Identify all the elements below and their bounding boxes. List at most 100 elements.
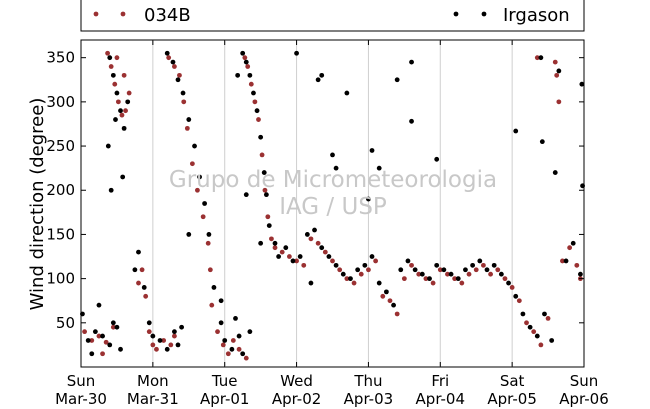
y-tick-label-4: 250	[46, 137, 75, 155]
point-034B-90	[552, 59, 558, 65]
point-irgason-98	[549, 338, 555, 343]
point-034B-24	[166, 55, 172, 61]
point-irgason-114	[556, 68, 562, 74]
x-tick-label-day-6: Sat	[500, 372, 525, 390]
point-irgason-99	[294, 50, 299, 56]
point-irgason-115	[563, 258, 569, 264]
point-irgason-62	[290, 258, 296, 264]
point-034B-15	[136, 280, 141, 286]
point-irgason-111	[538, 55, 544, 61]
x-tick-label-day-7: Sun	[570, 372, 599, 390]
point-irgason-12	[114, 90, 120, 96]
point-irgason-14	[121, 125, 127, 131]
x-tick-label-date-5: Apr-04	[416, 390, 466, 408]
legend-label-irgason: Irgason	[503, 5, 570, 26]
point-034B-81	[495, 267, 501, 273]
point-034B-7	[108, 64, 114, 69]
point-irgason-7	[110, 320, 116, 326]
point-irgason-95	[527, 324, 533, 330]
point-irgason-66	[319, 245, 325, 251]
point-irgason-86	[463, 267, 468, 273]
point-irgason-26	[164, 346, 170, 352]
point-irgason-16	[113, 117, 118, 122]
point-034B-0	[82, 329, 87, 335]
x-tick-label-date-0: Mar-30	[55, 390, 107, 408]
point-034B-3	[103, 339, 109, 345]
point-034B-17	[143, 293, 149, 299]
point-irgason-8	[89, 351, 95, 357]
point-irgason-108	[434, 156, 440, 162]
point-irgason-28	[175, 342, 181, 348]
point-irgason-48	[218, 298, 224, 304]
point-irgason-87	[470, 262, 476, 268]
point-034B-18	[146, 329, 152, 335]
point-034B-80	[488, 271, 493, 277]
point-irgason-24	[150, 333, 156, 339]
point-irgason-39	[186, 232, 192, 237]
point-irgason-100	[315, 77, 321, 83]
point-034B-51	[279, 249, 285, 255]
point-irgason-58	[235, 72, 241, 78]
point-irgason-13	[118, 108, 123, 114]
point-034B-9	[115, 99, 121, 105]
point-034B-65	[380, 293, 386, 299]
point-034B-5	[100, 351, 105, 357]
point-irgason-5	[114, 324, 120, 330]
y-tick-label-0: 50	[56, 314, 75, 332]
point-irgason-36	[197, 174, 202, 180]
point-034B-64	[373, 258, 379, 264]
point-034B-49	[269, 236, 274, 242]
point-irgason-102	[344, 90, 350, 96]
point-034B-26	[177, 72, 182, 78]
y-tick-label-5: 300	[46, 93, 75, 111]
point-irgason-70	[348, 276, 353, 282]
watermark-line-2: IAG / USP	[279, 194, 387, 220]
point-034B-75	[452, 276, 458, 282]
point-irgason-75	[383, 289, 389, 295]
point-034B-72	[430, 280, 436, 286]
point-irgason-35	[192, 143, 197, 149]
point-irgason-23	[146, 320, 152, 326]
point-034B-83	[509, 285, 515, 290]
point-irgason-81	[427, 276, 432, 282]
point-irgason-19	[105, 143, 111, 149]
point-irgason-49	[240, 50, 246, 56]
point-034B-35	[215, 329, 220, 335]
legend-marker-irgason-2	[481, 11, 487, 17]
point-034B-16	[139, 267, 145, 273]
legend-marker-034B-1	[93, 11, 99, 17]
point-irgason-55	[261, 170, 267, 175]
point-034B-42	[245, 64, 251, 69]
point-irgason-31	[170, 59, 176, 65]
series-irgason-points	[80, 50, 585, 357]
x-tick-label-day-4: Thu	[353, 372, 382, 390]
point-034B-52	[286, 254, 292, 259]
point-irgason-120	[243, 192, 249, 198]
x-tick-label-date-1: Mar-31	[127, 390, 179, 408]
point-034B-25	[172, 64, 177, 69]
point-irgason-71	[355, 267, 361, 273]
point-034B-45	[256, 117, 261, 122]
y-tick-label-3: 200	[46, 181, 75, 199]
point-irgason-113	[552, 170, 558, 175]
point-034B-87	[538, 342, 544, 348]
point-irgason-97	[542, 311, 547, 317]
point-irgason-30	[164, 50, 170, 56]
point-irgason-33	[180, 90, 186, 96]
point-irgason-44	[236, 333, 242, 339]
point-034B-55	[308, 236, 314, 242]
point-irgason-61	[283, 245, 289, 251]
point-034B-76	[459, 280, 465, 286]
point-034B-79	[481, 262, 486, 268]
point-irgason-41	[218, 320, 224, 326]
point-irgason-50	[243, 59, 249, 65]
point-034B-66	[387, 298, 393, 304]
point-034B-92	[556, 99, 562, 105]
point-irgason-0	[80, 311, 85, 317]
point-034B-23	[172, 333, 177, 339]
point-irgason-117	[578, 271, 583, 277]
point-034B-47	[262, 187, 268, 193]
point-034B-91	[554, 72, 560, 78]
point-034B-63	[366, 267, 371, 273]
